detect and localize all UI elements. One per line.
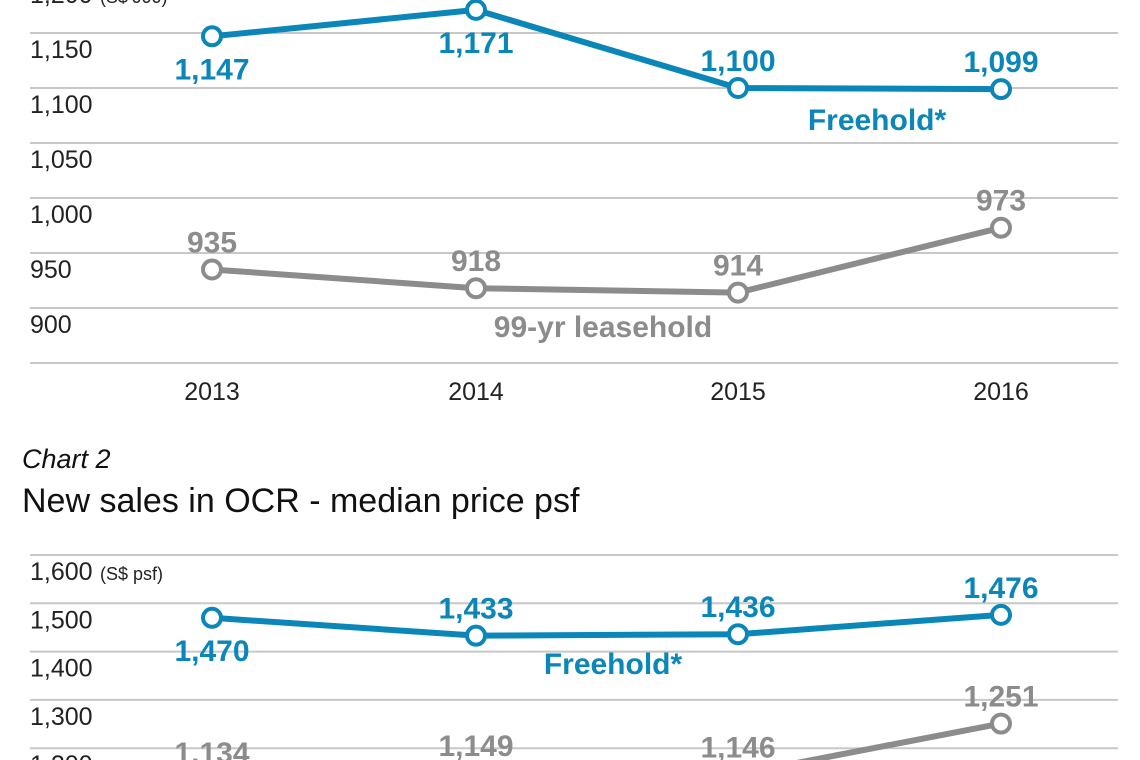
chart2-title: New sales in OCR - median price psf	[22, 482, 580, 520]
data-label: 1,433	[438, 593, 513, 626]
data-point	[201, 258, 223, 281]
x-tick-label: 2015	[710, 378, 766, 406]
data-point	[727, 281, 749, 304]
series-line	[211, 611, 1002, 639]
y-unit-label: (S$'000)	[100, 0, 167, 7]
y-tick-label: 950	[30, 256, 72, 284]
data-point	[465, 0, 487, 21]
data-point	[465, 624, 487, 647]
data-label: 1,436	[700, 591, 775, 624]
data-label: 914	[713, 250, 763, 283]
series-line	[211, 224, 1002, 296]
y-tick-label: 1,150	[30, 36, 93, 64]
y-tick-label: 1,100	[30, 91, 93, 119]
data-label: 1,146	[700, 731, 775, 760]
y-unit-label: (S$ psf)	[100, 564, 163, 584]
y-tick-label: 1,400	[30, 655, 93, 683]
data-point	[201, 25, 223, 48]
y-tick-label: 1,600	[30, 558, 93, 586]
data-point	[727, 77, 749, 99]
data-point	[465, 277, 487, 300]
data-label: 1,100	[700, 45, 775, 78]
data-label: 918	[451, 245, 501, 278]
data-label: 935	[187, 227, 237, 260]
series-name-label: Freehold*	[808, 104, 947, 137]
series-name-label: 99-yr leasehold	[494, 311, 712, 344]
x-tick-label: 2013	[184, 378, 240, 406]
y-tick-label: 1,050	[30, 146, 93, 174]
data-label: 1,251	[963, 681, 1038, 714]
data-label: 1,171	[438, 27, 513, 60]
data-point	[990, 712, 1012, 735]
y-tick-label: 1,300	[30, 703, 93, 731]
x-tick-label: 2014	[448, 378, 504, 406]
x-tick-label: 2016	[973, 378, 1029, 406]
data-point	[990, 78, 1012, 101]
series-line	[796, 720, 1002, 760]
data-point	[990, 603, 1012, 626]
y-tick-label: 1,500	[30, 606, 93, 634]
data-label: 1,147	[174, 53, 249, 86]
chart2-subtitle: Chart 2	[22, 444, 111, 474]
data-label: 1,476	[963, 572, 1038, 605]
y-tick-label: 900	[30, 311, 72, 339]
data-point	[201, 606, 223, 629]
data-point	[990, 216, 1012, 239]
series-line	[211, 6, 1002, 93]
series-name-label: Freehold*	[544, 648, 683, 681]
data-label: 1,149	[438, 730, 513, 760]
y-tick-label: 1,200	[30, 0, 93, 9]
data-point	[727, 623, 749, 646]
data-label: 973	[976, 185, 1026, 218]
data-label: 1,470	[174, 635, 249, 668]
y-tick-label: 1,000	[30, 201, 93, 229]
data-label: 1,099	[963, 46, 1038, 79]
y-tick-label: 1,200	[30, 751, 93, 760]
data-label: 1,134	[174, 737, 249, 760]
